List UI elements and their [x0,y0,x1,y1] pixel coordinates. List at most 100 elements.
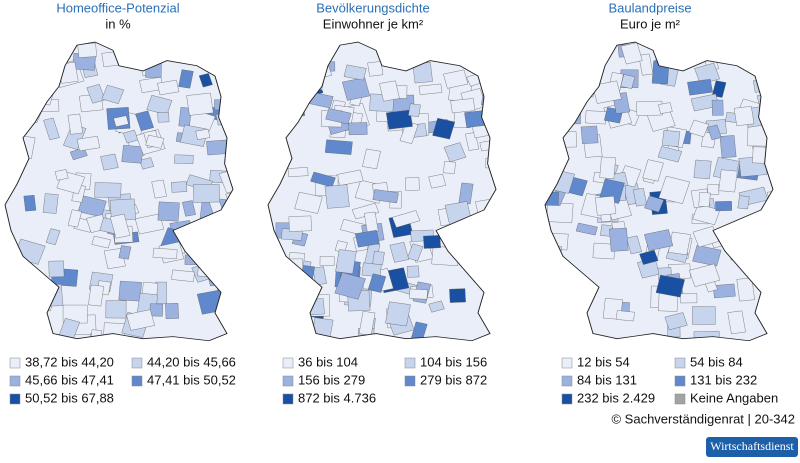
region [367,273,387,293]
region [275,326,292,340]
region [42,193,59,214]
region [324,184,350,209]
region [715,201,733,212]
panel-subtitle: in % [105,16,131,31]
region [157,79,180,96]
region [35,65,64,80]
region [431,246,460,266]
region [661,130,681,147]
region [268,160,269,185]
region [698,192,711,208]
region [711,99,724,116]
legend-label: 50,52 bis 67,88 [25,390,114,405]
region [270,332,290,341]
region [373,42,399,48]
region [770,93,774,119]
region [105,300,127,319]
region [518,268,545,291]
region [545,191,559,206]
region [134,213,165,235]
legend-swatch [282,357,294,369]
region [559,95,576,109]
region [221,300,234,312]
region [268,234,278,250]
legend-label: 104 bis 156 [420,354,487,369]
map [0,0,270,342]
region [294,191,323,214]
region [69,147,88,161]
region [101,51,119,67]
region [254,136,270,153]
region [693,330,721,341]
region [334,272,366,300]
region [372,251,385,266]
legend-label: 156 bis 279 [298,372,365,387]
region [343,64,367,81]
region [118,280,142,302]
region [723,51,737,64]
region [545,293,557,312]
legend-label: 38,72 bis 44,20 [25,354,114,369]
region [507,291,528,314]
region [449,288,466,303]
region [67,113,83,135]
region [651,60,670,85]
region [14,103,43,123]
region [202,227,223,242]
region [243,31,268,50]
region [5,251,11,276]
region [688,263,721,287]
panel-title: Bevölkerungsdichte [316,0,429,15]
region [19,73,32,83]
region [188,0,205,10]
region [658,175,690,204]
region [0,313,3,337]
region [718,169,738,193]
region [335,249,357,274]
legend-label: 47,41 bis 50,52 [147,372,236,387]
region [109,213,131,239]
region [67,209,82,228]
region [101,84,125,104]
region [743,223,771,239]
region [227,238,234,261]
region [77,195,107,218]
region [649,42,672,47]
region [113,115,129,127]
region [121,145,144,164]
region [275,78,304,102]
region [77,42,97,58]
region [100,153,119,171]
region [372,189,399,204]
region [545,153,557,169]
region [145,134,165,149]
region [514,87,530,104]
region [214,99,234,111]
region [719,135,737,158]
region [575,222,598,236]
region [156,42,174,54]
region [767,190,774,215]
region [499,82,518,100]
region [5,109,11,132]
region [281,269,298,282]
region [521,125,541,140]
region [319,256,335,266]
region [432,118,455,140]
region [443,161,456,174]
legend-swatch [131,375,143,387]
region [94,182,122,199]
region [599,156,616,179]
region [546,253,558,267]
publisher-badge [706,437,798,457]
region [171,269,195,282]
legend-swatch [404,375,416,387]
region [235,206,259,226]
region [592,80,622,104]
region [30,289,56,312]
region [157,201,180,222]
region [207,46,224,64]
legend-swatch [561,393,573,405]
region [355,230,380,248]
region [556,131,577,148]
